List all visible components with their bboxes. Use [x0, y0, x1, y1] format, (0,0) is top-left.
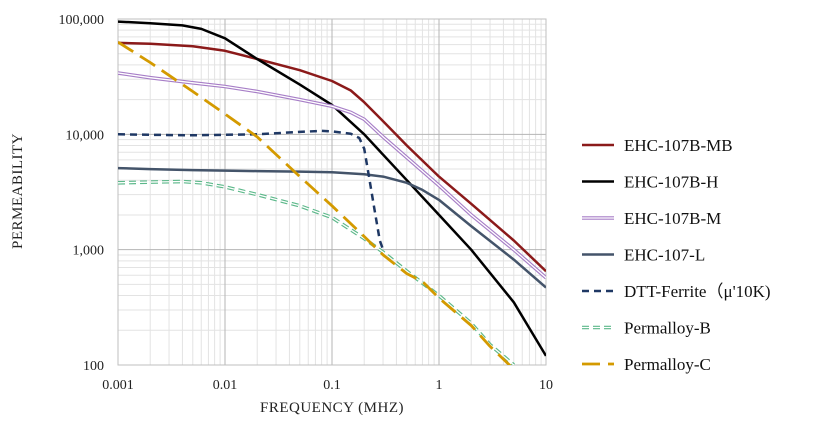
legend-entry-label: EHC-107B-M [624, 209, 721, 228]
x-axis-title: FREQUENCY (MHZ) [260, 400, 404, 416]
series-lines [118, 20, 546, 365]
x-axis-tick-labels: 0.001 0.01 0.1 1 10 [102, 378, 553, 393]
legend-entry-label: Permalloy-C [624, 355, 711, 374]
legend-entry-label: Permalloy-B [624, 319, 711, 338]
series-ehc-107-l-line [118, 166, 546, 289]
series-permalloy-c-line [118, 40, 512, 365]
x-tick-label: 0.01 [213, 378, 238, 393]
y-axis-tick-labels: 100 1,000 10,000 100,000 [59, 13, 105, 374]
series-permalloy-b-line-inner [118, 180, 515, 365]
series-ehc-107b-m-line-inner [118, 72, 546, 279]
legend-entry-label: EHC-107B-H [624, 173, 718, 192]
x-tick-label: 0.001 [102, 378, 134, 393]
legend-entry-label: EHC-107-L [624, 246, 705, 265]
y-axis-title: PERMEABILITY [10, 133, 26, 249]
legend-entry-label: DTT-Ferrite（μ'10K) [624, 282, 771, 301]
series-ehc-107b-mb-line [118, 41, 546, 273]
series-dtt-ferrite-10k-line [118, 129, 385, 251]
legend-entry-label: EHC-107B-MB [624, 136, 733, 155]
series-ehc-107b-h-line [118, 20, 546, 357]
y-tick-label: 1,000 [73, 244, 105, 259]
y-tick-label: 100,000 [59, 13, 105, 28]
x-tick-label: 1 [436, 378, 443, 393]
y-tick-label: 10,000 [66, 128, 105, 143]
y-tick-label: 100 [83, 359, 104, 374]
plot-area-border [117, 18, 547, 366]
x-tick-label: 0.1 [323, 378, 341, 393]
legend: EHC-107B-MB EHC-107B-H EHC-107B-M EHC-107-L… [582, 136, 771, 374]
x-tick-label: 10 [539, 378, 553, 393]
